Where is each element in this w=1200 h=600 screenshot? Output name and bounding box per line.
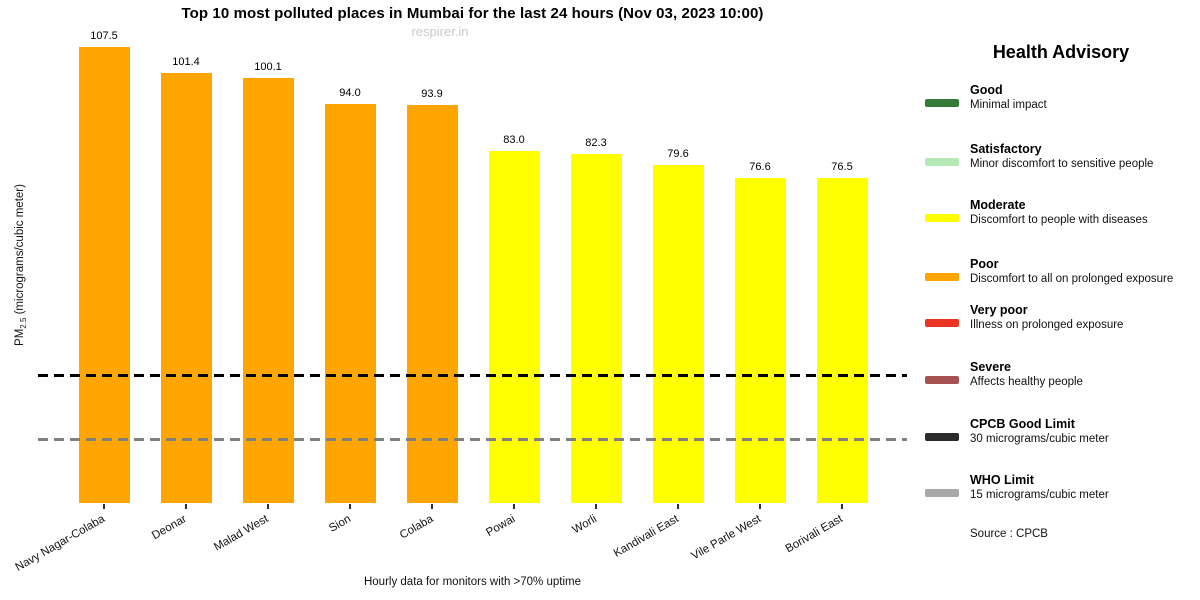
bar (570, 153, 622, 503)
bar-value-label: 79.6 (667, 148, 689, 161)
bar-value-label: 76.5 (831, 161, 853, 174)
legend-item-label: Moderate (970, 198, 1026, 212)
x-tick-label: Colaba (397, 513, 435, 542)
x-axis-tick (103, 504, 105, 509)
bar-value-label: 76.6 (749, 161, 771, 174)
bar (652, 165, 704, 503)
legend-item-label: WHO Limit (970, 473, 1034, 487)
bar-value-label: 100.1 (254, 61, 282, 74)
legend-item: WHO Limit 15 micrograms/cubic meter (925, 473, 1109, 502)
cpcb-limit-line (38, 374, 907, 378)
x-axis-tick (595, 504, 597, 509)
legend-item-desc: Discomfort to people with diseases (970, 214, 1148, 226)
legend-item-text: CPCB Good Limit 30 micrograms/cubic meter (970, 417, 1109, 446)
legend-item-label: Good (970, 83, 1003, 97)
legend-item: Moderate Discomfort to people with diseas… (925, 198, 1148, 227)
x-axis-tick (759, 504, 761, 509)
legend-item-label: Satisfactory (970, 142, 1042, 156)
legend-item-desc: Minimal impact (970, 99, 1047, 111)
legend-item: Good Minimal impact (925, 83, 1047, 112)
legend-item: Satisfactory Minor discomfort to sensitiv… (925, 142, 1153, 171)
x-tick-label: Deonar (150, 513, 189, 543)
bar-value-label: 82.3 (585, 136, 607, 149)
bar (816, 178, 868, 503)
legend-item: CPCB Good Limit 30 micrograms/cubic meter (925, 417, 1109, 446)
legend-item-desc: Illness on prolonged exposure (970, 319, 1124, 331)
legend-swatch (925, 99, 959, 107)
bar-value-label: 101.4 (172, 55, 200, 68)
legend-item: Poor Discomfort to all on prolonged expos… (925, 257, 1173, 286)
bar (406, 104, 458, 503)
legend-item-label: Severe (970, 360, 1012, 374)
legend-item-desc: 30 micrograms/cubic meter (970, 433, 1109, 445)
legend-item-text: Satisfactory Minor discomfort to sensitiv… (970, 142, 1153, 171)
legend-item-text: Poor Discomfort to all on prolonged expos… (970, 257, 1173, 286)
legend-swatch (925, 376, 959, 384)
x-tick-label: Sion (327, 513, 353, 535)
legend-item-desc: Discomfort to all on prolonged exposure (970, 273, 1174, 285)
x-tick-label: Kandivali East (611, 513, 681, 560)
x-tick-label: Vile Parle West (689, 513, 763, 563)
x-tick-label: Powai (483, 513, 517, 540)
legend-item-text: Severe Affects healthy people (970, 360, 1083, 389)
x-axis-caption: Hourly data for monitors with >70% uptim… (363, 576, 581, 588)
legend-item: Severe Affects healthy people (925, 360, 1083, 389)
legend-swatch (925, 158, 959, 166)
x-axis-tick (267, 504, 269, 509)
legend-item-desc: Affects healthy people (970, 376, 1083, 388)
legend-item-desc: 15 micrograms/cubic meter (970, 489, 1109, 501)
legend-item-text: Moderate Discomfort to people with diseas… (970, 198, 1148, 227)
legend-item-text: Very poor Illness on prolonged exposure (970, 303, 1123, 332)
legend-swatch (925, 489, 959, 497)
legend-item-label: Poor (970, 257, 999, 271)
bar (78, 47, 130, 503)
x-tick-label: Navy Nagar-Colaba (13, 513, 108, 574)
bar (488, 150, 540, 503)
legend-item: Very poor Illness on prolonged exposure (925, 303, 1123, 332)
x-tick-label: Worli (570, 513, 599, 537)
legend-item-desc: Minor discomfort to sensitive people (970, 158, 1154, 170)
x-tick-label: Borivali East (783, 513, 845, 556)
bar (242, 78, 294, 503)
legend-item-text: WHO Limit 15 micrograms/cubic meter (970, 473, 1109, 502)
x-axis-tick (513, 504, 515, 509)
source-label: Source : CPCB (970, 528, 1048, 540)
bar-value-label: 94.0 (339, 87, 361, 100)
x-axis-tick (349, 504, 351, 509)
chart-title: Top 10 most polluted places in Mumbai fo… (181, 5, 764, 22)
legend-swatch (925, 273, 959, 281)
bar-value-label: 83.0 (503, 133, 525, 146)
x-tick-label: Malad West (212, 513, 271, 554)
bar (324, 104, 376, 503)
x-axis-tick (431, 504, 433, 509)
watermark: respirer.in (411, 24, 469, 39)
x-axis-tick (185, 504, 187, 509)
bar (160, 72, 212, 503)
bar (734, 178, 786, 503)
who-limit-line (38, 437, 907, 441)
x-axis-tick (677, 504, 679, 509)
legend-item-label: Very poor (970, 303, 1028, 317)
legend-title: Health Advisory (992, 42, 1130, 62)
legend-item-text: Good Minimal impact (970, 83, 1047, 112)
legend-swatch (925, 433, 959, 441)
legend-item-label: CPCB Good Limit (970, 417, 1075, 431)
legend-swatch (925, 214, 959, 222)
legend-panel: Health Advisory Good Minimal impact Satisf… (925, 0, 1197, 600)
bar-value-label: 107.5 (90, 30, 118, 42)
bar-value-label: 93.9 (421, 87, 443, 100)
x-axis-tick (841, 504, 843, 509)
legend-swatch (925, 319, 959, 327)
